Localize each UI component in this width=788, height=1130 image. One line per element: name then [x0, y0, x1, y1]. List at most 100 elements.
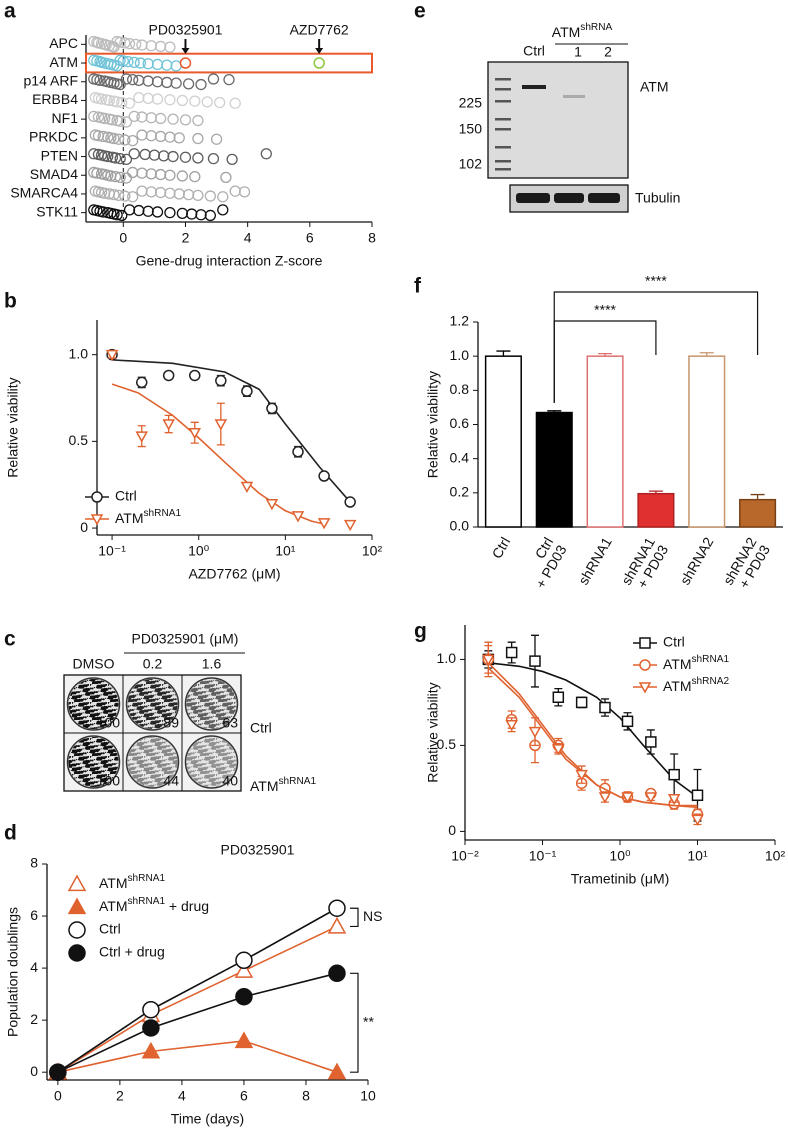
point — [204, 190, 216, 202]
point — [114, 78, 126, 91]
panel-label: e — [414, 0, 426, 23]
point — [265, 499, 279, 511]
y-tick-label: 0 — [448, 822, 456, 838]
point — [667, 793, 681, 806]
lane-label: 1 — [574, 44, 582, 60]
row-label: Ctrl — [250, 720, 272, 736]
point — [529, 655, 541, 667]
point — [111, 96, 123, 108]
x-tick-label: 0 — [119, 230, 127, 246]
point — [220, 171, 232, 184]
point — [112, 133, 125, 145]
point — [49, 1063, 67, 1081]
point — [598, 792, 612, 804]
x-tick-label: 10¹ — [275, 543, 296, 559]
point — [117, 55, 129, 67]
point — [126, 134, 139, 147]
point — [158, 150, 170, 162]
point — [126, 166, 139, 179]
point — [207, 73, 220, 85]
point — [128, 56, 140, 68]
legend-label: ATMshRNA1 — [663, 654, 729, 672]
legend-marker — [639, 659, 651, 671]
x-tick-label: Ctrl+ PD03 — [519, 534, 570, 591]
y-tick-label: APC — [49, 35, 78, 51]
band — [516, 193, 550, 203]
colonies — [127, 737, 178, 787]
y-tick-label: 8 — [30, 855, 38, 871]
fit-curve — [111, 383, 327, 526]
point — [145, 168, 157, 180]
error-bar — [547, 410, 562, 413]
column-label: DMSO — [73, 656, 115, 672]
x-tick-label: 6 — [240, 1088, 248, 1104]
point — [505, 646, 518, 659]
point — [621, 715, 634, 728]
point — [170, 60, 182, 72]
point — [328, 899, 346, 917]
point — [109, 170, 122, 183]
point — [599, 701, 611, 714]
well-value: 40 — [222, 773, 238, 789]
point — [126, 74, 139, 86]
point — [215, 374, 227, 387]
point — [204, 209, 216, 222]
point — [161, 76, 173, 89]
point — [97, 130, 109, 143]
band — [563, 95, 585, 98]
ladder-band — [495, 88, 511, 91]
point — [217, 204, 229, 216]
legend-label: ATMshRNA1 — [115, 508, 181, 526]
ladder-band — [495, 78, 511, 81]
x-tick-label: shRNA2 — [677, 534, 717, 587]
x-tick-label: 10² — [362, 543, 383, 559]
legend-label: ATMshRNA2 — [663, 676, 729, 694]
y-tick-label: ERBB4 — [32, 91, 78, 107]
point — [217, 191, 229, 203]
chart-title: PD0325901 — [221, 842, 295, 858]
point — [116, 96, 128, 109]
well-value: 44 — [163, 773, 179, 789]
point — [123, 97, 136, 109]
point — [482, 654, 495, 666]
significance-bracket — [553, 320, 657, 403]
marker-label: 225 — [459, 95, 483, 111]
annotation: PD0325901 — [149, 22, 223, 38]
x-tick-label: 6 — [306, 230, 314, 246]
legend-label: Ctrl + drug — [99, 944, 165, 960]
point — [120, 172, 133, 184]
point — [142, 1000, 160, 1019]
point — [234, 961, 254, 978]
legend-label: ATMshRNA1 — [99, 873, 165, 891]
legend-marker — [91, 491, 103, 503]
x-tick-label: Ctrl — [488, 534, 513, 561]
legend-marker — [68, 944, 86, 962]
point — [189, 95, 201, 107]
highlight-point — [313, 57, 325, 69]
legend-label: Ctrl — [115, 488, 137, 504]
point — [167, 113, 179, 125]
lane-label: Ctrl — [523, 43, 545, 59]
ladder-band — [495, 168, 511, 171]
y-tick-label: PRKDC — [29, 129, 78, 145]
x-tick-label: shRNA1+ PD03 — [618, 534, 671, 595]
bar — [688, 355, 726, 528]
band — [522, 85, 546, 89]
band — [554, 193, 584, 203]
point — [164, 41, 176, 53]
point — [344, 496, 356, 508]
point — [123, 204, 136, 216]
point — [192, 189, 204, 202]
point — [164, 169, 176, 181]
ladder-band — [495, 160, 511, 163]
point — [141, 1041, 161, 1059]
point — [164, 131, 176, 143]
point — [229, 185, 241, 197]
point — [134, 57, 147, 69]
point — [103, 94, 115, 107]
point — [192, 114, 204, 127]
point — [122, 56, 134, 68]
point — [151, 76, 164, 88]
point — [142, 58, 154, 70]
fit-curve — [112, 359, 351, 503]
